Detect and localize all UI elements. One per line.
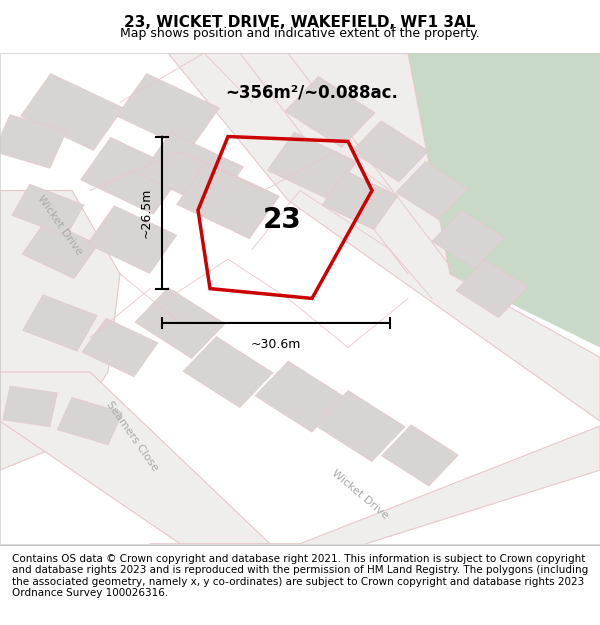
Text: Seamers Close: Seamers Close bbox=[104, 399, 160, 472]
Polygon shape bbox=[432, 211, 504, 269]
Polygon shape bbox=[135, 288, 225, 359]
Polygon shape bbox=[58, 398, 122, 445]
Text: Map shows position and indicative extent of the property.: Map shows position and indicative extent… bbox=[120, 27, 480, 40]
Polygon shape bbox=[0, 191, 120, 470]
Polygon shape bbox=[456, 259, 528, 318]
Text: 23: 23 bbox=[263, 206, 301, 234]
Polygon shape bbox=[183, 336, 273, 408]
Polygon shape bbox=[80, 138, 184, 214]
Polygon shape bbox=[116, 74, 220, 151]
Polygon shape bbox=[3, 386, 57, 427]
Polygon shape bbox=[0, 114, 67, 168]
Text: ~356m²/~0.088ac.: ~356m²/~0.088ac. bbox=[226, 83, 398, 101]
Polygon shape bbox=[82, 318, 158, 377]
Polygon shape bbox=[88, 206, 176, 273]
Polygon shape bbox=[176, 162, 280, 239]
Text: ~26.5m: ~26.5m bbox=[140, 188, 153, 238]
Polygon shape bbox=[255, 361, 345, 432]
Polygon shape bbox=[408, 53, 600, 348]
Text: Contains OS data © Crown copyright and database right 2021. This information is : Contains OS data © Crown copyright and d… bbox=[12, 554, 588, 598]
Polygon shape bbox=[22, 220, 98, 279]
Polygon shape bbox=[168, 53, 600, 421]
Text: ~30.6m: ~30.6m bbox=[251, 338, 301, 351]
Polygon shape bbox=[23, 295, 97, 351]
Text: Wicket Drive: Wicket Drive bbox=[330, 468, 390, 521]
Polygon shape bbox=[396, 161, 468, 219]
Polygon shape bbox=[132, 426, 600, 568]
Polygon shape bbox=[0, 372, 270, 544]
Text: Wicket Drive: Wicket Drive bbox=[35, 193, 85, 257]
Polygon shape bbox=[285, 76, 375, 148]
Polygon shape bbox=[315, 391, 405, 461]
Polygon shape bbox=[322, 171, 398, 229]
Polygon shape bbox=[382, 425, 458, 486]
Polygon shape bbox=[352, 121, 428, 182]
Polygon shape bbox=[268, 132, 356, 200]
Polygon shape bbox=[140, 132, 244, 209]
Polygon shape bbox=[20, 74, 124, 151]
Text: 23, WICKET DRIVE, WAKEFIELD, WF1 3AL: 23, WICKET DRIVE, WAKEFIELD, WF1 3AL bbox=[124, 15, 476, 30]
Polygon shape bbox=[12, 184, 84, 236]
